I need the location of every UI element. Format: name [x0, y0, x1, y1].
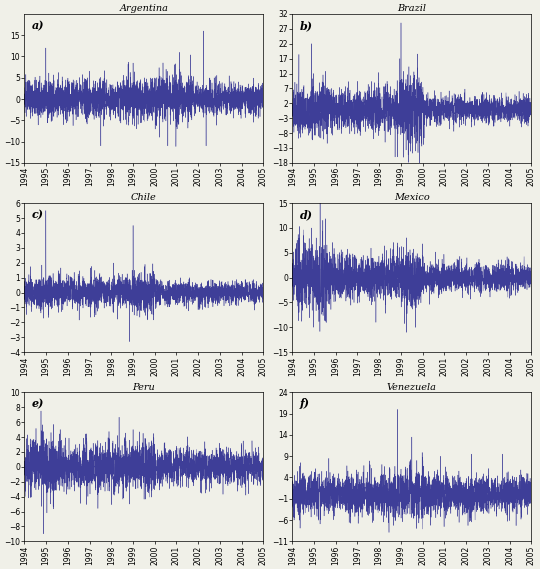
- Text: b): b): [299, 20, 313, 31]
- Text: c): c): [31, 209, 44, 220]
- Text: d): d): [299, 209, 313, 220]
- Text: e): e): [31, 398, 44, 409]
- Title: Brazil: Brazil: [397, 4, 426, 13]
- Title: Peru: Peru: [132, 382, 156, 391]
- Text: a): a): [31, 20, 44, 31]
- Title: Mexico: Mexico: [394, 193, 430, 203]
- Text: f): f): [299, 398, 309, 409]
- Title: Chile: Chile: [131, 193, 157, 203]
- Title: Argentina: Argentina: [119, 4, 168, 13]
- Title: Venezuela: Venezuela: [387, 382, 437, 391]
